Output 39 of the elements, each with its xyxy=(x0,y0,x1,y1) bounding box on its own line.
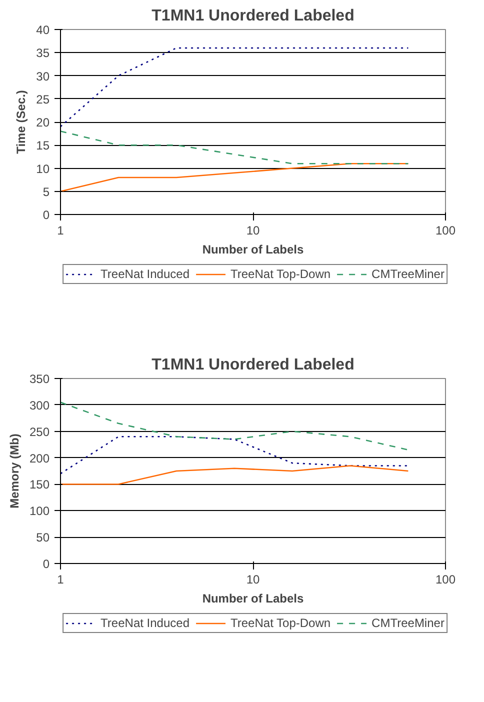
y-tick-label: 200 xyxy=(29,451,50,466)
chart-title: T1MN1 Unordered Labeled xyxy=(152,356,354,374)
legend-label: TreeNat Top-Down xyxy=(230,267,331,281)
y-axis-title: Memory (Mb) xyxy=(7,434,22,508)
line-series xyxy=(60,402,409,451)
line-series xyxy=(60,436,409,474)
legend-label: TreeNat Induced xyxy=(100,267,190,281)
y-tick-label: 350 xyxy=(29,372,50,386)
legend-label: CMTreeMiner xyxy=(372,267,444,281)
y-tick-label: 35 xyxy=(36,46,50,60)
line-series xyxy=(60,465,409,485)
y-tick-label: 250 xyxy=(29,424,50,439)
y-tick-label: 10 xyxy=(36,162,50,176)
x-tick-label: 100 xyxy=(435,224,456,238)
y-tick-label: 50 xyxy=(36,530,50,545)
y-tick-label: 15 xyxy=(36,138,50,153)
legend-label: TreeNat Induced xyxy=(100,616,190,630)
x-tick-label: 100 xyxy=(435,572,456,586)
legend-label: TreeNat Top-Down xyxy=(230,616,331,630)
y-tick-label: 5 xyxy=(42,184,50,199)
y-tick-label: 100 xyxy=(29,504,50,518)
x-tick-label: 1 xyxy=(57,572,64,586)
x-axis-title: Number of Labels xyxy=(202,592,304,606)
y-tick-label: 150 xyxy=(29,478,50,492)
y-tick-label: 40 xyxy=(36,23,50,37)
y-tick-label: 0 xyxy=(42,208,50,222)
y-tick-label: 20 xyxy=(36,116,50,130)
y-axis-title: Time (Sec.) xyxy=(14,90,28,154)
legend-label: CMTreeMiner xyxy=(372,616,444,630)
y-tick-label: 25 xyxy=(36,92,50,106)
y-tick-label: 300 xyxy=(29,398,50,412)
chart-title: T1MN1 Unordered Labeled xyxy=(152,8,354,24)
line-series xyxy=(60,130,409,164)
x-tick-label: 1 xyxy=(57,224,64,238)
x-tick-label: 10 xyxy=(246,572,260,586)
y-tick-label: 0 xyxy=(42,557,50,571)
x-axis-title: Number of Labels xyxy=(202,242,304,256)
x-tick-label: 10 xyxy=(246,224,260,238)
y-tick-label: 30 xyxy=(36,69,50,84)
